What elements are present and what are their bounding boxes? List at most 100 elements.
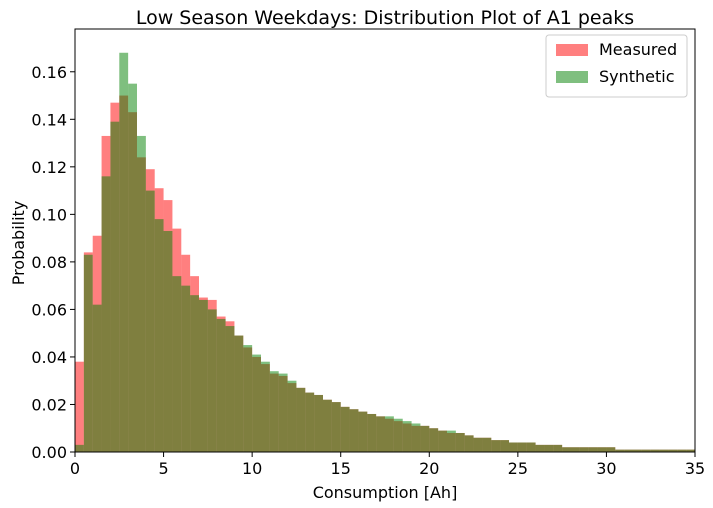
x-tick-label: 15	[331, 459, 351, 478]
y-tick-label: 0.04	[31, 348, 67, 367]
legend-swatch-measured	[556, 44, 588, 56]
histogram-bar	[385, 416, 394, 452]
x-tick-label: 10	[242, 459, 262, 478]
y-tick-label: 0.10	[31, 205, 67, 224]
histogram-bar	[314, 394, 323, 452]
histogram-bar	[261, 361, 270, 452]
x-axis: 0 5 10 15 20 25 30 35	[70, 452, 705, 478]
histogram-bar	[207, 309, 217, 452]
histogram-bar	[75, 444, 84, 452]
histogram-bar	[287, 380, 297, 452]
histogram-bar	[500, 440, 509, 452]
histogram-bar	[340, 406, 350, 452]
histogram-bar	[455, 432, 465, 452]
histogram-bar	[429, 428, 439, 452]
legend-label-measured: Measured	[599, 40, 677, 59]
y-tick-label: 0.02	[31, 395, 67, 414]
histogram-bar	[571, 447, 580, 452]
histogram-bar	[447, 430, 456, 452]
histogram-bar	[553, 444, 563, 452]
histogram-bar	[509, 442, 518, 452]
histogram-bar	[659, 449, 669, 452]
y-tick-label: 0.06	[31, 300, 67, 319]
chart-title: Low Season Weekdays: Distribution Plot o…	[136, 7, 634, 29]
y-tick-label: 0.08	[31, 253, 67, 272]
histogram-bar	[278, 373, 288, 452]
y-tick-label: 0.00	[31, 443, 67, 462]
legend-swatch-synthetic	[556, 71, 588, 83]
histogram-bar	[269, 371, 279, 452]
histogram-bar	[305, 392, 315, 452]
histogram-bar	[252, 354, 261, 452]
histogram-bar	[411, 423, 421, 452]
histogram-bar	[668, 449, 678, 452]
histogram-bar	[624, 449, 633, 452]
histogram-bar	[83, 254, 93, 452]
histogram-bar	[376, 416, 385, 452]
histogram-bar	[597, 447, 607, 452]
histogram-bar	[650, 449, 660, 452]
y-axis-label: Probability	[9, 201, 28, 286]
histogram-bar	[482, 437, 492, 452]
histogram-bar	[358, 411, 368, 452]
x-tick-label: 30	[596, 459, 616, 478]
plot-frame	[74, 28, 696, 453]
histogram-bar	[562, 447, 571, 452]
histogram-bar	[163, 230, 173, 452]
y-tick-label: 0.16	[31, 63, 67, 82]
histogram-bar	[677, 449, 687, 452]
histogram-bar	[517, 442, 527, 452]
histogram-bar	[331, 402, 341, 452]
legend-label-synthetic: Synthetic	[599, 67, 675, 86]
legend: Measured Synthetic	[545, 34, 688, 98]
histogram-bar	[101, 176, 111, 452]
histogram-bar	[128, 83, 137, 453]
histogram-bar	[579, 447, 589, 452]
histogram-bar	[216, 318, 226, 452]
y-axis: 0.00 0.02 0.04 0.06 0.08 0.10 0.12 0.14 0.16	[31, 63, 75, 462]
histogram-bar	[145, 190, 155, 452]
histogram-bar	[641, 449, 651, 452]
histogram-bar	[110, 121, 120, 452]
x-tick-label: 0	[70, 459, 80, 478]
histogram-bar	[544, 444, 554, 452]
histogram-bar	[181, 285, 191, 452]
x-tick-label: 20	[419, 459, 439, 478]
histogram-bar	[243, 345, 253, 452]
histogram-bar	[296, 387, 306, 452]
x-tick-label: 5	[158, 459, 168, 478]
histogram-bar	[588, 447, 598, 452]
histogram-bar	[367, 413, 377, 452]
histogram-bar	[349, 409, 359, 452]
histogram-bar	[154, 219, 164, 452]
histogram-bar	[438, 430, 447, 452]
histogram-bar	[172, 276, 182, 452]
histogram-bar	[491, 440, 501, 452]
histogram-bar	[420, 425, 430, 452]
histogram-bar	[615, 449, 625, 452]
histogram-bar	[526, 442, 536, 452]
series-synthetic	[75, 52, 695, 453]
histogram-bar	[633, 449, 642, 452]
histogram-bar	[190, 295, 199, 452]
histogram-bar	[323, 399, 332, 452]
histogram-bar	[119, 52, 129, 453]
histogram-bar	[473, 437, 483, 452]
histogram-bar	[225, 326, 235, 452]
histogram-bar	[137, 135, 146, 452]
histogram-bar	[92, 304, 102, 452]
histogram-bar	[535, 444, 545, 452]
histogram-bar	[606, 447, 616, 452]
histogram-bar	[686, 449, 695, 452]
histogram-bar	[199, 299, 208, 452]
histogram-bar	[234, 335, 244, 452]
histogram-bar	[402, 421, 412, 452]
bars-layer	[75, 52, 695, 453]
x-tick-label: 35	[685, 459, 705, 478]
y-tick-label: 0.14	[31, 110, 67, 129]
x-axis-label: Consumption [Ah]	[313, 483, 458, 502]
histogram-bar	[393, 418, 403, 452]
y-tick-label: 0.12	[31, 158, 67, 177]
histogram-bar	[464, 435, 474, 452]
